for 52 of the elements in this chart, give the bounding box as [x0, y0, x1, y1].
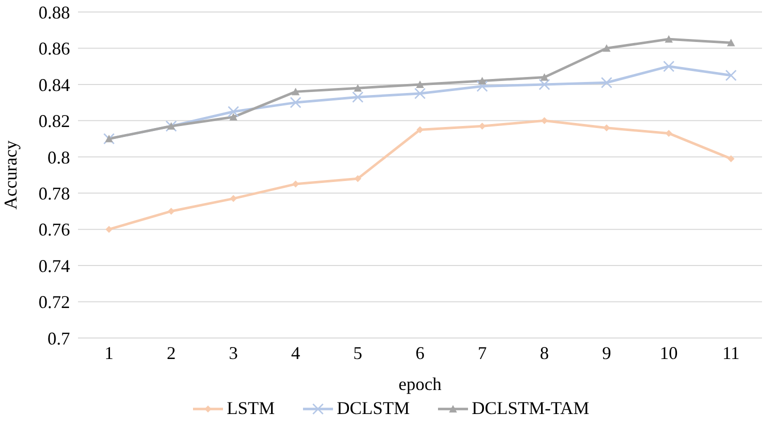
point	[600, 76, 612, 88]
x-tick-label: 2	[166, 342, 176, 363]
point	[354, 175, 362, 182]
legend-label: LSTM	[226, 398, 275, 419]
x-tick-label: 1	[104, 342, 114, 363]
y-tick-label: 0.74	[38, 256, 70, 276]
y-tick-label: 0.86	[38, 38, 70, 59]
point	[168, 208, 175, 215]
point	[106, 226, 112, 233]
x-tick-label: 4	[291, 342, 300, 363]
point	[414, 88, 426, 100]
point	[538, 78, 550, 90]
y-tick-label: 0.78	[38, 184, 70, 204]
x-tick-label: 8	[540, 342, 549, 363]
x-tick-label: 6	[416, 342, 424, 363]
point	[665, 130, 672, 137]
point	[540, 73, 548, 81]
point	[229, 113, 238, 121]
point	[478, 76, 486, 84]
y-tick-label: 0.88	[38, 2, 70, 22]
y-tick-label: 0.82	[38, 111, 70, 132]
point	[663, 60, 674, 72]
point	[476, 80, 488, 92]
x-tick-label: 10	[660, 342, 678, 363]
x-tick-label: 7	[478, 342, 487, 363]
y-tick-label: 0.7	[48, 328, 70, 348]
legend-label: DCLSTM	[336, 398, 410, 419]
point	[290, 96, 302, 108]
y-axis-title: Accuracy	[0, 140, 20, 210]
point	[416, 80, 424, 88]
point	[354, 84, 362, 92]
point	[664, 35, 673, 43]
x-tick-label: 11	[722, 342, 740, 363]
point	[727, 38, 735, 46]
point	[602, 44, 611, 52]
legend-label: DCLSTM-TAM	[472, 398, 590, 419]
point	[352, 91, 364, 103]
y-tick-label: 0.8	[48, 147, 70, 168]
point	[292, 88, 300, 96]
point	[725, 70, 737, 82]
y-tick-label: 0.84	[38, 74, 70, 95]
point	[230, 195, 237, 202]
point	[416, 126, 424, 134]
x-tick-label: 3	[228, 342, 238, 363]
point	[728, 155, 734, 162]
x-tick-label: 5	[353, 342, 362, 363]
y-tick-label: 0.76	[38, 220, 70, 240]
point	[228, 106, 240, 118]
y-tick-label: 0.72	[38, 292, 70, 312]
x-axis-title: epoch	[398, 374, 442, 394]
point	[540, 117, 548, 124]
x-tick-label: 9	[602, 342, 612, 363]
